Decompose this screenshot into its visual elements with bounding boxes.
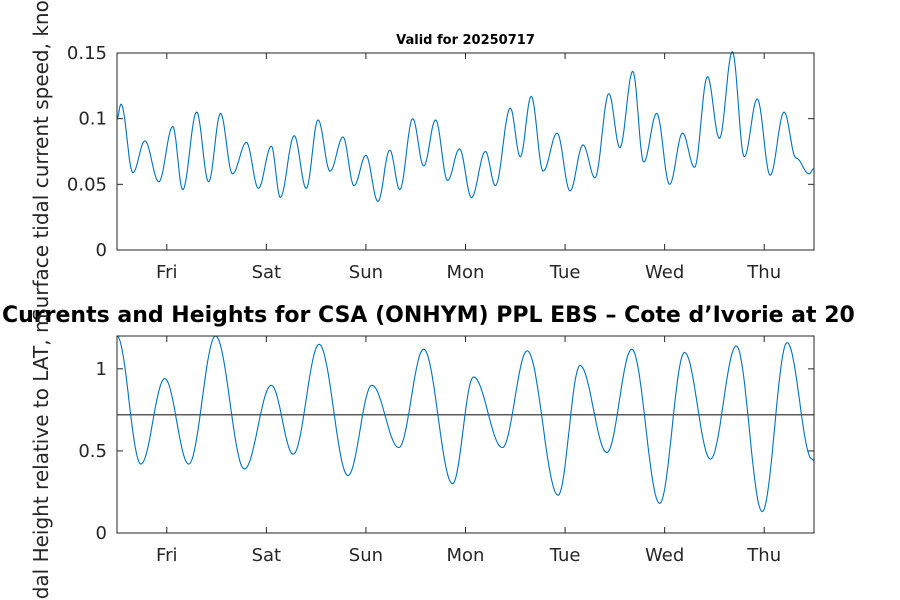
tidal-height-axes-box (116, 335, 815, 534)
tidal-height-title: Currents and Heights for CSA (ONHYM) PPL… (2, 303, 855, 328)
current-speed-ylabel: Surface tidal current speed, knots (29, 0, 53, 321)
tidal-height-plot-area (117, 336, 814, 533)
tidal-height-xtick-label: Wed (645, 545, 684, 566)
current-speed-axes-box (116, 52, 815, 251)
current-speed-ticks (117, 52, 814, 251)
current-speed-ytick-label: 0.1 (78, 109, 107, 130)
tidal-height-xtick-label: Thu (746, 545, 781, 566)
tidal-height-series-line (116, 335, 815, 513)
current-speed-xtick-label: Sun (349, 262, 383, 283)
current-speed-xtick-label: Fri (156, 262, 177, 283)
tidal-height-ytick-labels: 00.51 (78, 359, 107, 544)
current-speed-xtick-labels: Fri Sat Sun Mon Tue Wed Thu (156, 262, 781, 283)
current-speed-panel: 0 0.05 0.1 0.15 Fri Sat Sun Mon Tue Wed Thu Valid… (29, 0, 815, 321)
current-speed-title: Valid for 20250717 (396, 33, 535, 48)
tidal-height-xtick-label: Tue (549, 545, 581, 566)
tidal-height-ytick-label: 1 (96, 359, 107, 380)
current-speed-xtick-label: Wed (645, 262, 684, 283)
tidal-height-ytick-label: 0.5 (78, 441, 107, 462)
tidal-height-xtick-label: Mon (447, 545, 485, 566)
tidal-height-xtick-label: Sun (349, 545, 383, 566)
tidal-height-xtick-labels: Fri Sat Sun Mon Tue Wed Thu (156, 545, 781, 566)
tidal-height-panel: 00.51 Fri Sat Sun Mon Tue Wed Thu Currents and… (2, 303, 855, 600)
current-speed-xtick-label: Thu (746, 262, 781, 283)
tidal-height-xtick-label: Fri (156, 545, 177, 566)
current-speed-xtick-label: Tue (549, 262, 581, 283)
current-speed-xtick-label: Sat (252, 262, 282, 283)
current-speed-ytick-label: 0.05 (67, 174, 107, 195)
current-speed-ytick-label: 0 (96, 240, 107, 261)
tidal-height-xtick-label: Sat (252, 545, 282, 566)
current-speed-series-line (116, 50, 815, 202)
current-speed-xtick-label: Mon (447, 262, 485, 283)
current-speed-ytick-label: 0.15 (67, 43, 107, 64)
tidal-height-ytick-label: 0 (96, 523, 107, 544)
tidal-height-ylabel: Tidal Height relative to LAT, m (29, 314, 53, 600)
current-speed-ytick-labels: 0 0.05 0.1 0.15 (67, 43, 107, 261)
